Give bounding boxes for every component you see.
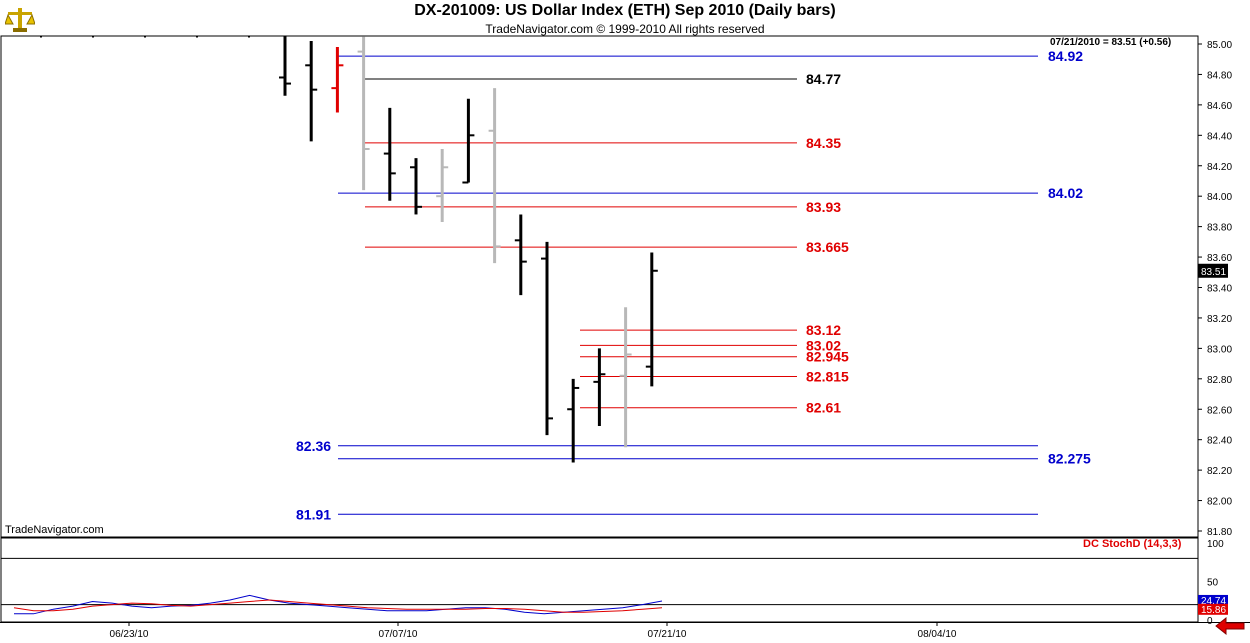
price-tick-label: 82.00 — [1207, 497, 1232, 508]
indicator-series-line — [13, 599, 663, 613]
last-price-box — [1198, 263, 1228, 278]
price-tick-label: 83.40 — [1207, 284, 1232, 295]
price-tick-label: 84.40 — [1207, 131, 1232, 142]
level-label: 83.12 — [806, 322, 841, 338]
brand-label: TradeNavigator.com — [5, 524, 104, 536]
chart-title: DX-201009: US Dollar Index (ETH) Sep 201… — [414, 2, 836, 19]
indicator-tick-label: 100 — [1207, 539, 1224, 550]
date-tick-label: 06/23/10 — [110, 629, 149, 640]
price-tick-label: 83.00 — [1207, 344, 1232, 355]
price-tick-label: 84.80 — [1207, 70, 1232, 81]
price-tick-label: 82.20 — [1207, 466, 1232, 477]
price-tick-label: 83.20 — [1207, 314, 1232, 325]
price-panel-frame — [0, 35, 1199, 538]
price-tick-label: 84.20 — [1207, 162, 1232, 173]
level-label: 84.77 — [806, 71, 841, 87]
level-label: 84.35 — [806, 135, 841, 151]
indicator-tick-label: 50 — [1207, 578, 1219, 589]
price-tick-label: 82.40 — [1207, 436, 1232, 447]
date-tick-label: 07/21/10 — [648, 629, 687, 640]
date-tick-label: 07/07/10 — [379, 629, 418, 640]
chart-subtitle: TradeNavigator.com © 1999-2010 All right… — [485, 22, 765, 36]
price-tick-label: 83.80 — [1207, 223, 1232, 234]
price-readout: 07/21/2010 = 83.51 (+0.56) — [1050, 37, 1172, 48]
indicator-value-box — [1198, 603, 1228, 615]
indicator-series-line — [14, 594, 663, 615]
indicator-tick-label: 0 — [1207, 616, 1213, 627]
price-tick-label: 82.80 — [1207, 375, 1232, 386]
level-label: 83.93 — [806, 199, 841, 215]
level-label: 84.02 — [1048, 185, 1083, 201]
level-label: 82.815 — [806, 369, 849, 385]
price-tick-label: 83.60 — [1207, 253, 1232, 264]
indicator-label: DC StochD (14,3,3) — [1083, 538, 1182, 550]
price-tick-label: 84.60 — [1207, 101, 1232, 112]
price-tick-label: 81.80 — [1207, 527, 1232, 538]
level-label: 82.275 — [1048, 451, 1091, 467]
last-price-label: 83.51 — [1201, 267, 1226, 278]
price-tick-label: 82.60 — [1207, 405, 1232, 416]
price-tick-label: 84.00 — [1207, 192, 1232, 203]
date-tick-label: 08/04/10 — [918, 629, 957, 640]
level-label: 82.36 — [296, 438, 331, 454]
price-tick-label: 85.00 — [1207, 40, 1232, 51]
balance-scale-icon[interactable] — [5, 4, 35, 34]
indicator-value-box — [1198, 594, 1228, 606]
level-label: 83.665 — [806, 239, 849, 255]
indicator-value-label: 15.86 — [1201, 605, 1226, 616]
level-label: 81.91 — [296, 506, 331, 522]
indicator-value-label: 24.74 — [1201, 596, 1226, 607]
level-label: 82.945 — [806, 349, 849, 365]
back-arrow-icon[interactable] — [1214, 616, 1246, 636]
level-label: 82.61 — [806, 400, 841, 416]
level-label: 84.92 — [1048, 48, 1083, 64]
level-label: 83.02 — [806, 337, 841, 353]
